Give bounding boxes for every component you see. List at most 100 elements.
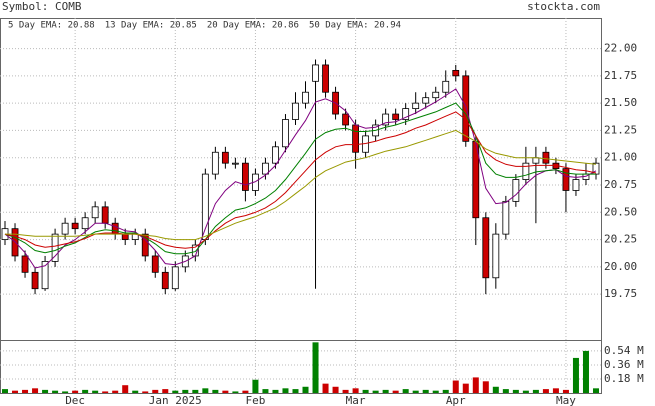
y-tick-label: 20.00 [604,260,637,273]
volume-bar [552,388,559,393]
candle-body [282,119,289,148]
y-tick-label: 21.75 [604,69,637,82]
candle-body [81,217,89,230]
volume-bar [2,389,9,393]
volume-bar [442,389,449,393]
candle-body [452,69,460,77]
candle-body [31,271,39,290]
candle-body [442,80,450,93]
volume-bar [102,391,109,393]
price-frame [0,18,602,341]
candle-body [572,179,580,191]
volume-bar [492,386,499,393]
volume-bar [352,388,359,393]
legend-entry: 50 Day EMA: 20.94 [309,21,401,31]
candle-body [342,113,349,126]
volume-bar [52,390,59,393]
volume-bar [472,377,479,393]
candle-body [161,271,169,290]
x-tick-label: Mar [346,394,366,406]
volume-bar [422,389,429,393]
candle-body [382,113,390,126]
volume-bar [92,390,99,393]
volume-bar [272,389,279,393]
candle-body [412,102,420,109]
x-tick-label: Apr [446,394,466,406]
candle-body [302,91,309,104]
volume-bar [392,390,399,393]
candle-body [21,255,29,273]
legend-entry: 5 Day EMA: 20.88 [8,21,95,31]
candle-body [91,206,99,219]
volume-bar [292,389,299,393]
volume-bar [142,391,149,393]
candle-body [462,75,470,142]
volume-bar [542,389,549,393]
volume-bar [232,391,239,393]
volume-bar [532,389,539,393]
volume-bar [332,386,339,393]
volume-frame [0,340,602,394]
volume-bar [342,389,349,393]
y-tick-label: 21.25 [604,123,637,136]
volume-bar [502,389,509,393]
y2-tick-label: 0.54 M [604,344,644,357]
volume-bar [282,388,289,393]
volume-bar [412,390,419,393]
candle-body [312,64,319,82]
volume-bar [382,389,389,393]
candle-body [492,233,500,279]
volume-bar [42,389,49,393]
y-tick-label: 21.50 [604,96,637,109]
volume-bar [312,342,319,393]
y-tick-label: 22.00 [604,42,637,55]
ema-line [5,129,597,241]
volume-bar [252,379,259,393]
volume-bar [202,388,209,393]
symbol: Symbol: COMB [2,0,82,13]
volume-bar [322,383,329,393]
candle-body [272,146,279,164]
y2-tick-label: 0.36 M [604,358,644,371]
volume-bar [302,386,309,393]
legend-entry: 13 Day EMA: 20.85 [105,21,197,31]
candle-body [532,157,540,164]
volume-bar [72,390,79,393]
x-tick-label: Dec [65,394,85,406]
candle-body [262,162,269,175]
candle-body [482,217,490,279]
candle-body [432,91,440,99]
y-tick-label: 20.25 [604,233,637,246]
volume-bar [402,389,409,393]
volume-bar [562,389,569,393]
candle-body [51,233,59,262]
y2-tick-label: 0.18 M [604,372,644,385]
volume-bar [372,390,379,393]
volume-bar [482,381,489,393]
candle-body [41,261,49,290]
volume-bar [462,383,469,393]
candle-body [292,102,299,120]
volume-bar [582,350,589,393]
volume-bar [572,357,579,393]
candle-body [562,168,570,191]
volume-bar [592,388,599,393]
volume-bar [172,390,179,393]
candle-body [522,162,530,180]
volume-bar [512,389,519,393]
candle-body [71,222,79,230]
candle-body [231,162,239,165]
candle-body [61,222,69,235]
volume-bar [222,390,229,393]
volume-bar [22,389,29,393]
candle-body [322,64,329,93]
candle-body [422,97,430,104]
x-tick-label: Feb [245,394,265,406]
candle-body [121,233,129,240]
volume-bar [182,389,189,393]
volume-bar [522,390,529,393]
candle-body [111,222,119,235]
volume-bar [432,390,439,393]
volume-bar [192,389,199,393]
